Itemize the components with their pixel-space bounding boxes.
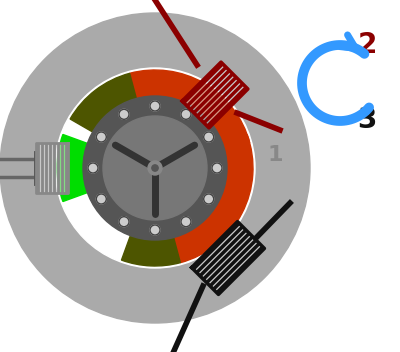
Circle shape [181,109,191,119]
Polygon shape [192,222,264,294]
Circle shape [152,165,158,171]
Circle shape [204,132,214,142]
Circle shape [150,101,160,111]
Circle shape [55,68,255,268]
Wedge shape [122,168,180,266]
Text: 1: 1 [267,145,283,165]
Circle shape [119,109,129,119]
Wedge shape [57,134,155,201]
Wedge shape [155,134,253,263]
Circle shape [148,161,162,175]
Text: 2: 2 [357,31,377,59]
Circle shape [96,194,106,204]
Circle shape [96,132,106,142]
Circle shape [103,116,207,220]
Wedge shape [130,70,250,168]
Circle shape [181,217,191,227]
Circle shape [150,225,160,235]
Wedge shape [70,73,155,168]
Circle shape [204,194,214,204]
Circle shape [119,217,129,227]
Polygon shape [36,143,68,193]
Circle shape [88,163,98,173]
Circle shape [212,163,222,173]
Text: 3: 3 [357,106,377,134]
Polygon shape [182,62,248,128]
Circle shape [83,96,227,240]
Circle shape [0,13,310,323]
